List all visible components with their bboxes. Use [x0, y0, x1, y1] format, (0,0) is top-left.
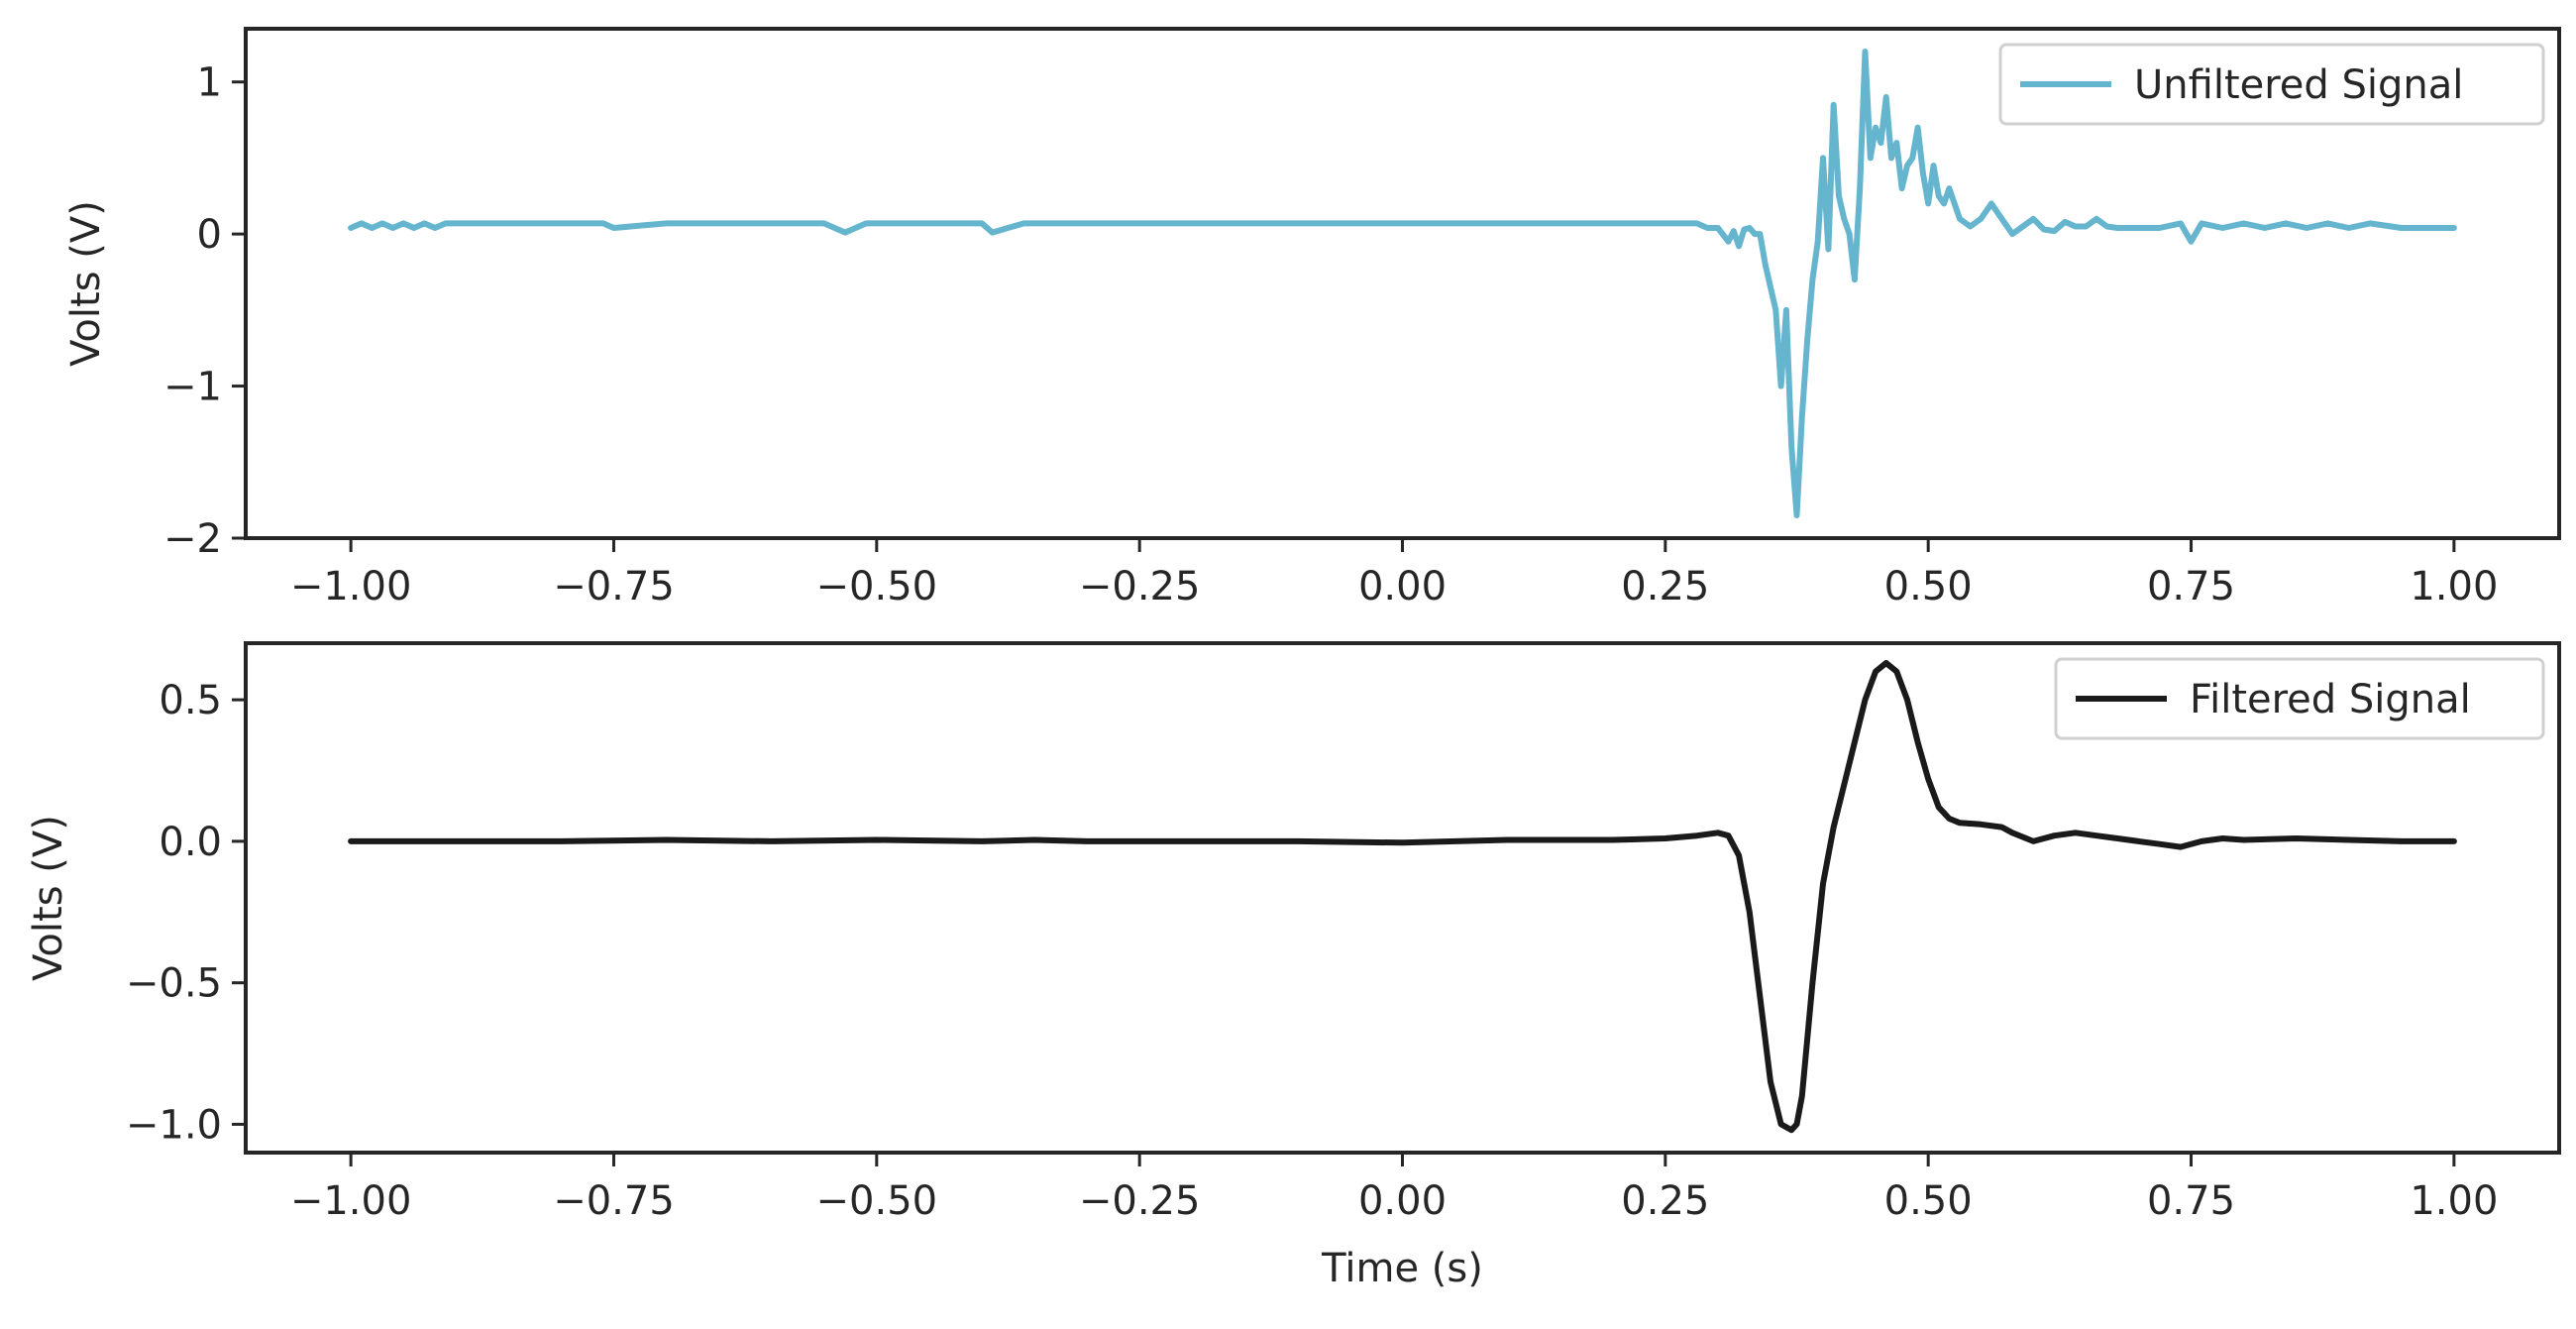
y-tick-label: 1 — [197, 60, 222, 106]
x-ticks-top: −1.00 −0.75 −0.50 −0.25 0.00 0.25 0.50 0.75 1.00 — [290, 538, 2498, 609]
x-tick-label: −0.50 — [816, 1178, 938, 1224]
x-tick-label: 0.50 — [1884, 1178, 1973, 1224]
y-tick-label: 0 — [197, 212, 222, 258]
x-tick-label: −0.75 — [553, 564, 675, 609]
x-tick-label: 0.75 — [2147, 1178, 2235, 1224]
legend-box-top — [1998, 43, 2545, 126]
x-tick-label: −0.25 — [1079, 1178, 1201, 1224]
unfiltered-signal-line — [348, 49, 2457, 518]
y-ticks-bottom: 0.5 0.0 −0.5 −1.0 — [126, 678, 246, 1148]
x-tick-label: 0.00 — [1358, 1178, 1447, 1224]
legend-label-filtered: Filtered Signal — [2190, 677, 2471, 722]
y-ticks-top: 1 0 −1 −2 — [163, 60, 246, 562]
x-tick-label: 0.00 — [1358, 564, 1447, 609]
x-ticks-bottom: −1.00 −0.75 −0.50 −0.25 0.00 0.25 0.50 0.75 1.00 — [290, 1153, 2498, 1224]
filtered-series-layer — [348, 660, 2457, 1134]
y-axis-label-top: Volts (V) — [63, 200, 109, 367]
x-tick-label: 0.75 — [2147, 564, 2235, 609]
filtered-signal-panel: −1.00 −0.75 −0.50 −0.25 0.00 0.25 0.50 0.75 1.00… — [26, 641, 2561, 1291]
x-tick-label: 1.00 — [2410, 564, 2498, 609]
legend-label-unfiltered: Unfiltered Signal — [2134, 62, 2463, 108]
y-tick-label: −1 — [163, 365, 222, 410]
y-tick-label: −0.5 — [126, 961, 222, 1007]
y-axis-label-bottom: Volts (V) — [26, 815, 71, 981]
x-tick-label: 0.50 — [1884, 564, 1973, 609]
x-tick-label: −0.25 — [1079, 564, 1201, 609]
y-tick-label: 0.5 — [159, 678, 222, 723]
x-tick-label: −1.00 — [290, 564, 412, 609]
y-tick-label: −2 — [163, 516, 222, 562]
x-tick-label: −0.50 — [816, 564, 938, 609]
filtered-signal-line — [348, 660, 2457, 1134]
unfiltered-series-layer — [348, 49, 2457, 518]
x-tick-label: 0.25 — [1621, 1178, 1709, 1224]
y-tick-label: 0.0 — [159, 820, 222, 865]
legend-bottom: Filtered Signal — [2054, 657, 2545, 740]
x-tick-label: −0.75 — [553, 1178, 675, 1224]
y-tick-label: −1.0 — [126, 1102, 222, 1148]
legend-top: Unfiltered Signal — [1998, 43, 2545, 126]
unfiltered-signal-panel: −1.00 −0.75 −0.50 −0.25 0.00 0.25 0.50 0.75 1.00… — [63, 27, 2561, 609]
x-tick-label: 0.25 — [1621, 564, 1709, 609]
x-axis-label-bottom: Time (s) — [1321, 1246, 1483, 1291]
x-tick-label: −1.00 — [290, 1178, 412, 1224]
legend-box-bottom — [2054, 657, 2545, 740]
x-tick-label: 1.00 — [2410, 1178, 2498, 1224]
